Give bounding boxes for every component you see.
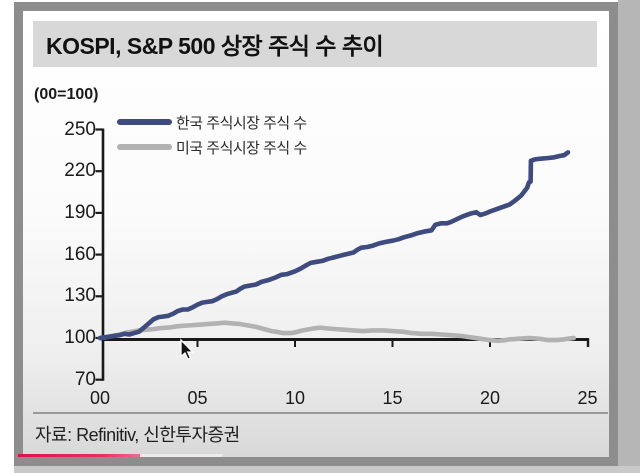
y-tick-label: 250: [64, 118, 96, 140]
korea-line-swatch: [117, 119, 172, 125]
outer-right-margin: [618, 0, 640, 473]
footer-divider: [33, 412, 608, 414]
video-progress-red-bar: [18, 454, 140, 457]
x-tick-label: 20: [479, 388, 501, 408]
legend-label-us: 미국 주식시장 주식 수: [176, 139, 307, 157]
y-tick-label: 130: [64, 285, 96, 307]
us-line-swatch: [117, 144, 172, 150]
video-progress-buffer-bar: [140, 454, 222, 457]
x-tick-label: 15: [382, 388, 403, 408]
legend-item-us: 미국 주식시장 주식 수: [117, 138, 307, 157]
mouse-cursor: [180, 338, 195, 361]
y-tick-label: 160: [64, 243, 96, 265]
chart-title-bar: KOSPI, S&P 500 상장 주식 수 추이: [33, 21, 597, 67]
y-tick-label: 190: [64, 201, 96, 223]
x-tick-label: 25: [577, 388, 598, 408]
x-tick-label: 05: [187, 388, 208, 408]
us-series-line: [97, 320, 577, 344]
x-tick-label: 00: [89, 388, 111, 408]
y-tick-label: 100: [64, 327, 96, 348]
outer-bottom-margin: [14, 466, 640, 473]
y-tick-label: 70: [74, 368, 96, 390]
chart-title: KOSPI, S&P 500 상장 주식 수 추이: [46, 33, 384, 59]
legend-label-korea: 한국 주식시장 주식 수: [176, 114, 307, 132]
y-tick-label: 220: [64, 160, 96, 182]
axis-unit-label: (00=100): [34, 86, 99, 103]
legend-item-korea: 한국 주식시장 주식 수: [117, 113, 307, 132]
chart-frame: [14, 2, 618, 466]
x-tick-label: 10: [284, 388, 306, 408]
source-note: 자료: Refinitiv, 신한투자증권: [35, 425, 240, 445]
korea-series-line: [97, 150, 571, 341]
